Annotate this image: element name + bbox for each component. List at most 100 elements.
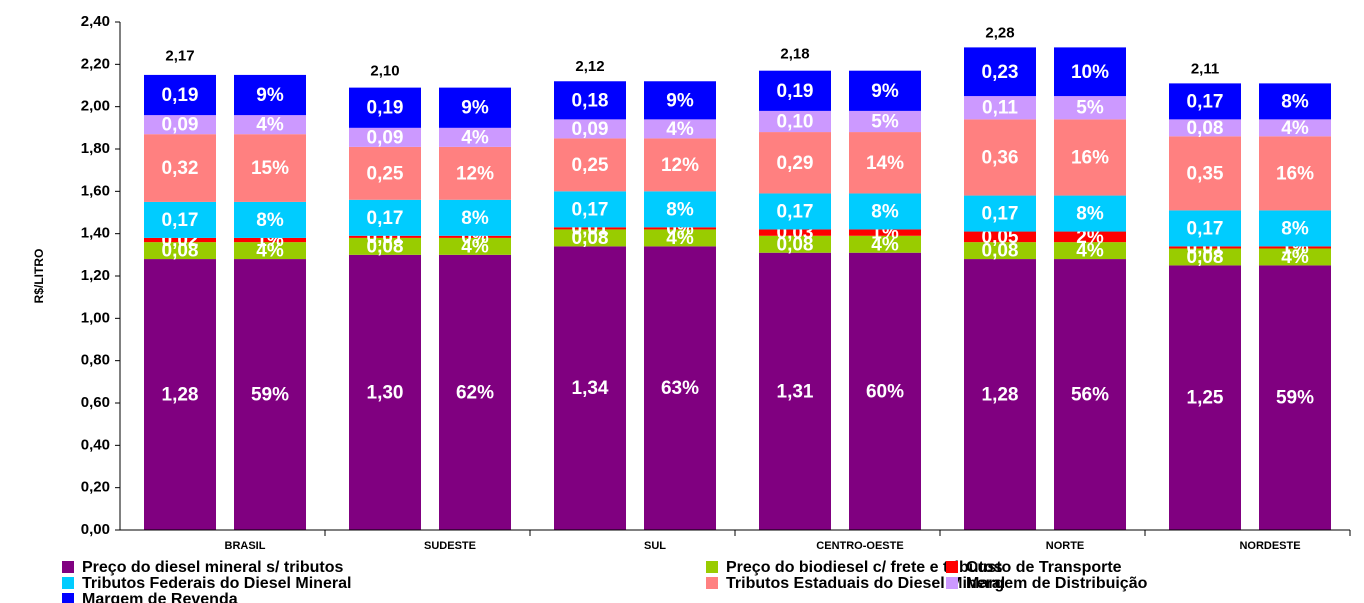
- data-label: 4%: [1281, 118, 1309, 139]
- y-tick-label: 2,40: [81, 13, 110, 30]
- bar-segment: [644, 119, 716, 139]
- data-label: 4%: [461, 127, 489, 148]
- data-label: 4%: [1076, 241, 1104, 262]
- data-label: 12%: [661, 155, 699, 176]
- bar-segment: [644, 246, 716, 530]
- bar-segment: [144, 134, 216, 202]
- data-label: 60%: [866, 381, 904, 402]
- bar-segment: [644, 191, 716, 228]
- data-label: 15%: [251, 158, 289, 179]
- bar-segment: [759, 252, 831, 530]
- bar-segment: [759, 132, 831, 194]
- data-label: 8%: [1076, 204, 1104, 225]
- data-label: 0,05: [982, 227, 1019, 248]
- data-label: 0,10: [777, 111, 814, 132]
- data-label: 8%: [666, 199, 694, 220]
- y-tick-label: 1,00: [81, 309, 110, 326]
- data-label: 9%: [666, 90, 694, 111]
- bar-segment: [349, 254, 421, 531]
- bar-segment: [234, 201, 306, 238]
- legend-label: Margem de Distribuição: [966, 575, 1148, 592]
- data-label: 4%: [256, 115, 284, 136]
- bar-segment: [349, 146, 421, 200]
- bar-segment: [554, 81, 626, 120]
- data-label: 10%: [1071, 62, 1109, 83]
- bar-segment: [1169, 210, 1241, 247]
- data-label: 9%: [256, 85, 284, 106]
- legend-swatch: [706, 577, 718, 589]
- bar-segment: [1054, 242, 1126, 260]
- bar-segment: [439, 127, 511, 147]
- bar-segment: [1259, 83, 1331, 120]
- total-label: 2,11: [1191, 60, 1219, 77]
- data-label: 1,25: [1187, 388, 1224, 409]
- bar-segment: [849, 252, 921, 530]
- bar-segment: [1259, 136, 1331, 211]
- bar-segment: [554, 229, 626, 247]
- bar-segment: [1259, 119, 1331, 137]
- bar-segment: [1054, 119, 1126, 196]
- bar-segment: [849, 70, 921, 111]
- data-label: 0,25: [572, 155, 609, 176]
- bar-segment: [1054, 96, 1126, 120]
- bar-segment: [849, 229, 921, 236]
- x-tick-label: SUDESTE: [424, 540, 476, 552]
- total-label: 2,17: [165, 48, 194, 65]
- bar-segment: [349, 235, 421, 238]
- data-label: 56%: [1071, 385, 1109, 406]
- legend-label: Custo de Transporte: [966, 559, 1122, 576]
- data-label: 1,28: [162, 385, 199, 406]
- bar-segment: [554, 227, 626, 230]
- y-tick-label: 1,60: [81, 182, 110, 199]
- data-label: 0,09: [367, 127, 404, 148]
- bar-segment: [964, 231, 1036, 243]
- y-tick-label: 0,80: [81, 352, 110, 369]
- data-label: 62%: [456, 382, 494, 403]
- bar-segment: [144, 242, 216, 260]
- x-tick-label: NORDESTE: [1239, 540, 1300, 552]
- bar-segment: [644, 227, 716, 230]
- legend-label: Margem de Revenda: [82, 591, 238, 603]
- data-label: 0,32: [162, 158, 199, 179]
- y-tick-label: 2,20: [81, 55, 110, 72]
- bar-segment: [964, 96, 1036, 120]
- data-label: 0,08: [1187, 247, 1224, 268]
- legend-swatch: [706, 561, 718, 573]
- data-label: 59%: [251, 385, 289, 406]
- bar-segment: [964, 47, 1036, 97]
- bar-segment: [1259, 265, 1331, 530]
- bar-segment: [554, 138, 626, 192]
- data-label: 4%: [1281, 247, 1309, 268]
- data-label: 0,17: [1187, 91, 1224, 112]
- data-label: 0,17: [162, 210, 199, 231]
- bar-segment: [234, 237, 306, 243]
- bar-segment: [759, 193, 831, 230]
- y-tick-label: 1,80: [81, 140, 110, 157]
- data-label: 16%: [1071, 147, 1109, 168]
- bar-segment: [1054, 231, 1126, 243]
- data-label: 4%: [666, 228, 694, 249]
- data-label: 59%: [1276, 388, 1314, 409]
- bar-segment: [759, 70, 831, 111]
- data-label: 5%: [871, 111, 899, 132]
- bar-segment: [1169, 246, 1241, 249]
- data-label: 9%: [871, 81, 899, 102]
- y-tick-label: 0,20: [81, 479, 110, 496]
- data-label: 4%: [666, 119, 694, 140]
- data-label: 1,31: [777, 381, 814, 402]
- y-tick-label: 1,40: [81, 225, 110, 242]
- bar-segment: [964, 259, 1036, 530]
- bar-segment: [349, 87, 421, 128]
- bar-segment: [234, 115, 306, 135]
- data-label: 0,19: [367, 98, 404, 119]
- data-label: 4%: [256, 241, 284, 262]
- data-label: 5%: [1076, 98, 1104, 119]
- bar-segment: [759, 229, 831, 236]
- bar-segment: [144, 74, 216, 116]
- legend-swatch: [62, 561, 74, 573]
- data-label: 0,08: [367, 236, 404, 257]
- data-label: 0,17: [367, 208, 404, 229]
- legend-swatch: [946, 561, 958, 573]
- data-label: 0,18: [572, 90, 609, 111]
